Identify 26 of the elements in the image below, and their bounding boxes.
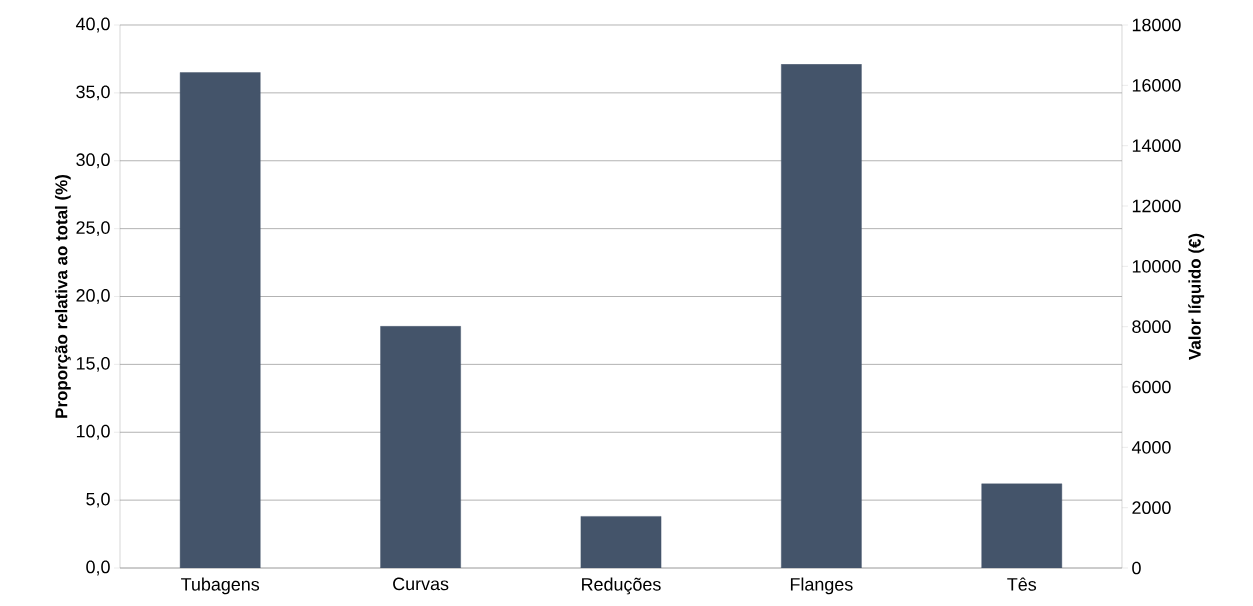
y-tick-label: 10,0 — [76, 424, 110, 440]
y2-tick-label: 6000 — [1132, 380, 1171, 394]
y2-tick-label: 4000 — [1131, 440, 1171, 454]
y2-tick-label: 10000 — [1132, 259, 1181, 273]
y2-tick-label: 16000 — [1132, 78, 1181, 92]
y2-tick-label: 8000 — [1132, 320, 1171, 334]
y2-tick-label: 18000 — [1132, 18, 1181, 32]
y-tick-label: 20,0 — [76, 289, 110, 304]
y-tick-label: 30,0 — [76, 153, 110, 169]
y-tick-label: 25,0 — [76, 221, 110, 237]
y-tick-label: 35,0 — [76, 85, 110, 101]
x-tick-label: Curvas — [393, 577, 449, 591]
y-tick-label: 0,0 — [86, 560, 110, 576]
y-tick-label: 5,0 — [86, 492, 110, 508]
x-tick-label: Reduções — [582, 577, 661, 595]
x-tick-label: Flanges — [790, 577, 853, 595]
y-axis-title: Proporção relativa ao total (%) — [54, 175, 71, 418]
x-tick-label: Tubagens — [181, 577, 260, 595]
y-tick-label: 15,0 — [76, 356, 110, 372]
y2-tick-label: 2000 — [1132, 501, 1171, 515]
y2-tick-label: 12000 — [1132, 199, 1181, 213]
y2-tick-label: 14000 — [1132, 139, 1181, 153]
y2-axis-title: Valor líquido (€) — [1188, 233, 1205, 360]
y-tick-label: 40,0 — [75, 17, 110, 33]
x-tick-label: Tês — [1007, 577, 1037, 591]
y2-tick-label: 0 — [1132, 561, 1141, 575]
